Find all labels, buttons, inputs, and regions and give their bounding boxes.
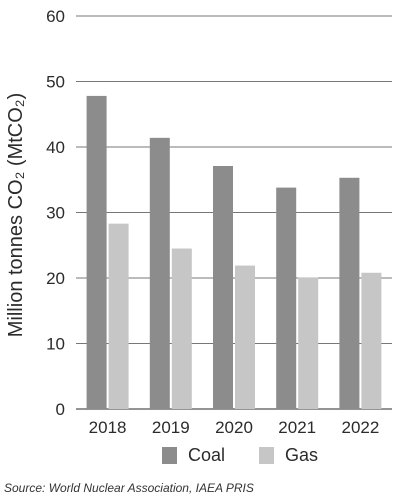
y-tick-label: 60: [46, 7, 65, 26]
bar-coal-2021: [276, 187, 297, 409]
bar-gas-2020: [235, 265, 255, 409]
bar-coal-2022: [339, 177, 360, 409]
y-tick-label: 50: [46, 73, 65, 92]
x-tick-label: 2019: [152, 418, 190, 437]
bar-gas-2021: [298, 277, 319, 409]
bar-gas-2018: [108, 223, 129, 409]
x-tick-label: 2018: [89, 418, 127, 437]
y-axis-ticks: 0 10 20 30 40 50 60: [46, 7, 65, 419]
x-axis-ticks: 2018 2019 2020 2021 2022: [89, 418, 380, 437]
legend-label-gas: Gas: [285, 445, 318, 465]
y-tick-label: 20: [46, 269, 65, 288]
bar-coal-2019: [149, 137, 170, 409]
y-tick-label: 0: [56, 400, 65, 419]
legend-label-coal: Coal: [188, 445, 225, 465]
gridlines: [76, 15, 392, 410]
source-note: Source: World Nuclear Association, IAEA …: [4, 481, 254, 495]
bar-gas-2019: [171, 248, 192, 409]
bar-coal-2018: [86, 95, 107, 409]
y-tick-label: 40: [46, 138, 65, 157]
bar-coal-2020: [213, 165, 233, 409]
y-axis-label: Million tonnes CO₂ (MtCO₂): [5, 93, 27, 337]
x-tick-label: 2021: [278, 418, 316, 437]
x-tick-label: 2020: [215, 418, 253, 437]
bars: [86, 95, 382, 409]
legend-swatch-coal: [162, 447, 177, 464]
y-tick-label: 30: [46, 204, 65, 223]
x-tick-label: 2022: [341, 418, 379, 437]
legend: Coal Gas: [162, 445, 318, 465]
legend-swatch-gas: [259, 447, 274, 464]
y-tick-label: 10: [46, 335, 65, 354]
bar-gas-2022: [361, 272, 382, 409]
